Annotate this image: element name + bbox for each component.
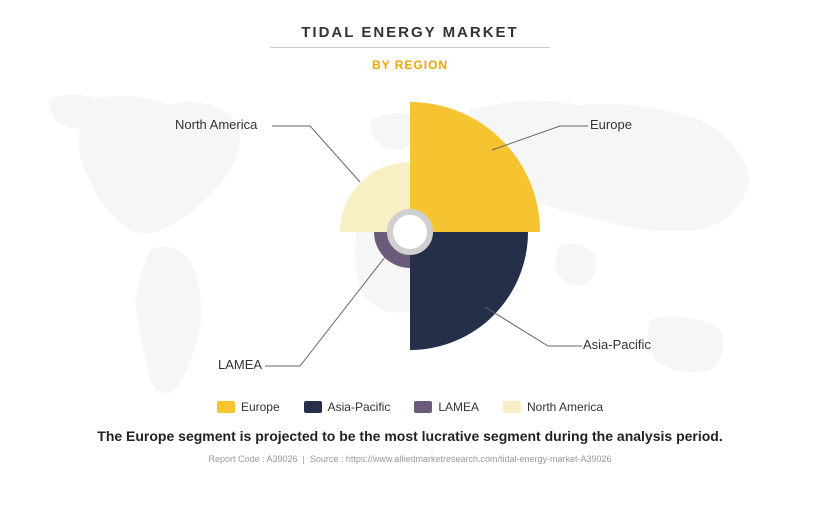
legend-label: North America: [527, 400, 603, 414]
legend-label: LAMEA: [438, 400, 479, 414]
slice-label-north-america: North America: [175, 117, 257, 132]
legend-label: Europe: [241, 400, 280, 414]
title-underline: [270, 47, 550, 48]
legend-item-asia-pacific: Asia-Pacific: [304, 400, 391, 414]
segment-europe: [410, 102, 540, 232]
legend-swatch: [503, 401, 521, 413]
slice-label-asia-pacific: Asia-Pacific: [583, 337, 651, 352]
chart-subtitle: BY REGION: [0, 58, 820, 72]
slice-label-europe: Europe: [590, 117, 632, 132]
source-text: Source : https://www.alliedmarketresearc…: [310, 454, 612, 464]
report-code: Report Code : A39026: [208, 454, 297, 464]
polar-area-chart: [0, 72, 820, 392]
caption-text: The Europe segment is projected to be th…: [0, 428, 820, 444]
chart-area: Europe Asia-Pacific LAMEA North America: [0, 72, 820, 392]
segment-asia-pacific: [410, 232, 528, 350]
footer: Report Code : A39026 | Source : https://…: [0, 454, 820, 464]
legend-item-north-america: North America: [503, 400, 603, 414]
legend-item-lamea: LAMEA: [414, 400, 479, 414]
legend-swatch: [414, 401, 432, 413]
legend-swatch: [217, 401, 235, 413]
legend-item-europe: Europe: [217, 400, 280, 414]
footer-separator: |: [300, 454, 310, 464]
legend-label: Asia-Pacific: [328, 400, 391, 414]
legend: Europe Asia-Pacific LAMEA North America: [0, 400, 820, 414]
slice-label-lamea: LAMEA: [218, 357, 262, 372]
legend-swatch: [304, 401, 322, 413]
chart-title: TIDAL ENERGY MARKET: [0, 0, 820, 41]
